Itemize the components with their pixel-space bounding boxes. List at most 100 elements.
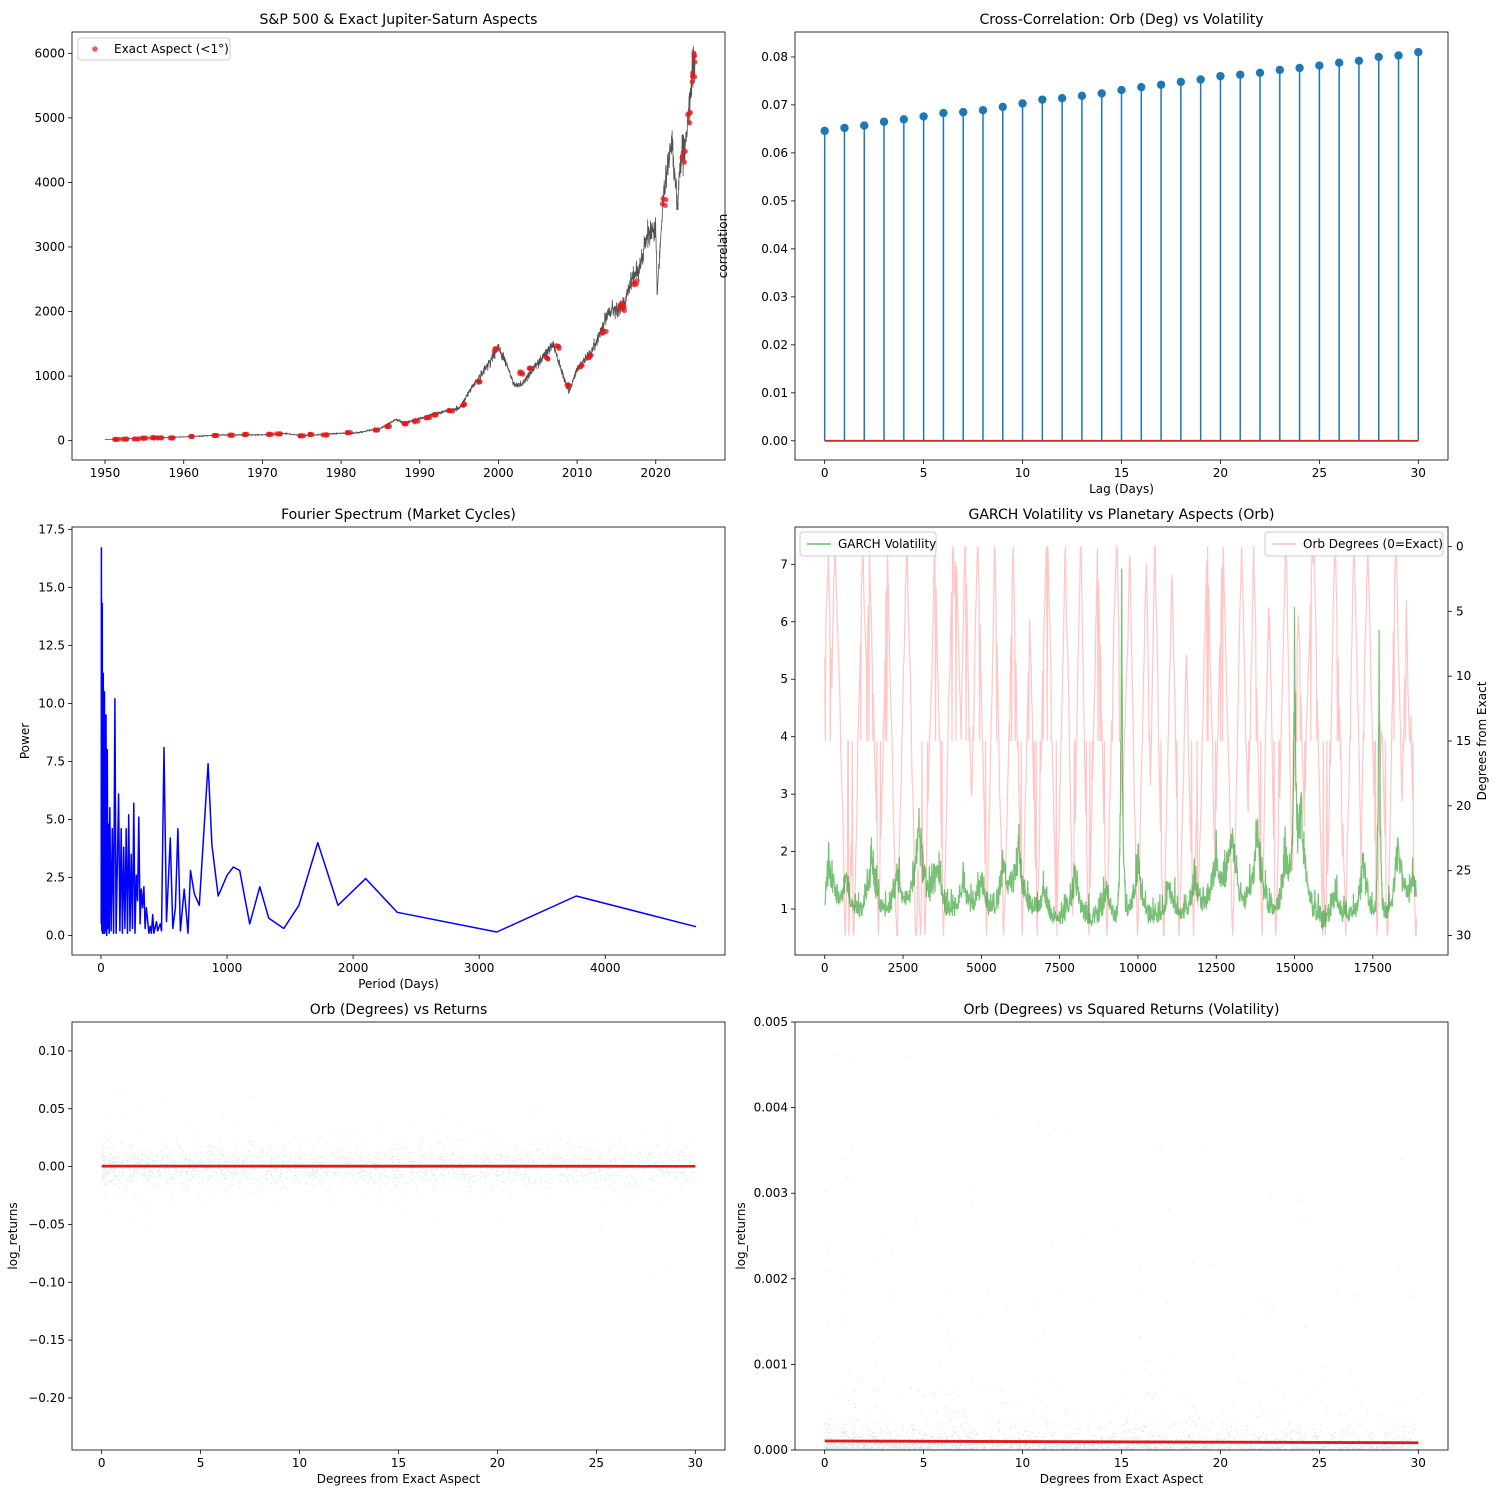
exact-aspect-point (687, 120, 693, 126)
stem-marker (1275, 65, 1285, 75)
plot-frame (794, 1021, 1449, 1451)
exact-aspect-point (691, 53, 697, 59)
x-tick-label: 20 (1213, 466, 1228, 480)
x-tick-label: 1950 (90, 466, 121, 480)
legend-orb: Orb Degrees (0=Exact) (1264, 531, 1444, 557)
legend-marker (92, 46, 98, 52)
y-tick-label: 0.05 (761, 194, 788, 208)
garch-data-group (824, 544, 1418, 937)
stem-marker (860, 121, 869, 130)
x-tick-label: 25 (1312, 1456, 1327, 1470)
exact-aspect-point (662, 202, 668, 209)
stem-marker (1176, 77, 1186, 87)
y-tick-label: 10.0 (38, 696, 65, 710)
y-tick-label: 0.0 (46, 929, 65, 943)
x-tick-label: 1980 (326, 466, 357, 480)
y-tick-label: 0.001 (754, 1357, 788, 1371)
exact-aspect-point (685, 112, 691, 118)
stem-marker (1018, 99, 1027, 108)
legend: Exact Aspect (<1°) (77, 37, 231, 61)
exact-aspect-point (151, 435, 157, 441)
orb-vs-returns-chart: 0 5 10 15 20 25 30 −0.20 −0.15 −0.10 −0.05 0.00 0.05… (6, 1002, 726, 1486)
y-tick-label: 4000 (34, 175, 65, 189)
garch-volatility-line (824, 568, 1417, 930)
stem-marker (1374, 52, 1383, 62)
stem-marker (1394, 51, 1403, 60)
stem-marker (820, 126, 829, 136)
x-tick-label: 0 (821, 1456, 829, 1470)
exact-aspect-point (460, 402, 467, 408)
y-tick-label: 0.04 (761, 242, 788, 256)
stem-marker (1097, 89, 1106, 98)
stem-marker (1354, 56, 1364, 65)
chart-title: Cross-Correlation: Orb (Deg) vs Volatili… (979, 12, 1263, 28)
y-axis-label: Power (18, 723, 32, 759)
x-tick-label: 30 (1411, 1456, 1426, 1470)
chart-title: Fourier Spectrum (Market Cycles) (281, 507, 516, 523)
y-right-axis-label: Degrees from Exact (1475, 681, 1489, 800)
stem-marker (919, 112, 928, 121)
scatter-points-group (824, 1053, 1420, 1450)
exact-aspect-point (401, 421, 407, 427)
y-tick-label: 6000 (34, 46, 65, 60)
stem-marker (1255, 68, 1265, 77)
stem-marker (958, 107, 968, 117)
x-tick-label: 5000 (966, 961, 997, 975)
chart-title: S&P 500 & Exact Jupiter-Saturn Aspects (260, 12, 538, 28)
price-line-group (104, 46, 698, 442)
stem-marker (840, 123, 849, 133)
y-tick-label: 4 (780, 730, 788, 744)
y-tick-label: 0.003 (754, 1186, 788, 1200)
y-tick-label: 3000 (34, 240, 65, 254)
x-tick-label: 20 (1213, 1456, 1228, 1470)
x-tick-label: 0 (821, 961, 829, 975)
y-tick-label: 0.06 (761, 146, 788, 160)
stem-marker (1077, 91, 1087, 101)
x-tick-label: 0 (821, 466, 829, 480)
y-right-tick-label: 25 (1456, 864, 1471, 878)
plot-frame (71, 1021, 726, 1451)
exact-aspect-point (433, 412, 439, 418)
exact-aspect-point (276, 431, 282, 437)
exact-aspect-point (692, 59, 698, 65)
y-axis-label: log_returns (734, 1202, 748, 1269)
y-tick-label: 0.002 (754, 1272, 788, 1286)
x-tick-label: 7500 (1044, 961, 1075, 975)
exact-aspect-point (112, 436, 119, 442)
exact-aspect-point (265, 431, 271, 437)
exact-aspect-point (621, 304, 627, 310)
exact-aspect-point (131, 436, 138, 442)
y-tick-label: −0.05 (28, 1217, 65, 1231)
x-tick-label: 15000 (1275, 961, 1313, 975)
legend-box (799, 531, 937, 557)
x-axis-label: Period (Days) (358, 977, 439, 991)
x-tick-label: 1970 (247, 466, 278, 480)
exact-aspect-point (690, 70, 696, 76)
x-axis-label: Degrees from Exact Aspect (1040, 1472, 1204, 1486)
exact-aspect-point (681, 159, 687, 165)
x-tick-label: 0 (97, 961, 105, 975)
y-right-tick-label: 10 (1456, 669, 1471, 683)
exact-aspect-point (212, 432, 219, 439)
stem-marker (939, 108, 948, 118)
y-tick-label: 0.004 (754, 1101, 788, 1115)
y-tick-label: 2 (780, 845, 788, 859)
y-tick-label: 5000 (34, 111, 65, 125)
exact-aspect-point (663, 197, 669, 203)
x-tick-label: 5 (920, 466, 928, 480)
y-tick-label: 17.5 (38, 522, 65, 536)
exact-aspect-point (517, 369, 523, 375)
x-tick-label: 20 (490, 1456, 505, 1470)
x-tick-label: 25 (589, 1456, 604, 1470)
y-tick-label: 0.05 (38, 1102, 65, 1116)
exact-aspect-point (553, 343, 560, 349)
x-tick-label: 10 (292, 1456, 307, 1470)
fourier-power-line (100, 547, 697, 937)
y-tick-label: 2.5 (46, 870, 65, 884)
x-tick-label: 1000 (212, 961, 243, 975)
exact-aspect-point (297, 433, 303, 439)
plot-frame (71, 31, 726, 461)
stem-marker (1156, 80, 1166, 89)
exact-aspect-point (692, 74, 698, 80)
